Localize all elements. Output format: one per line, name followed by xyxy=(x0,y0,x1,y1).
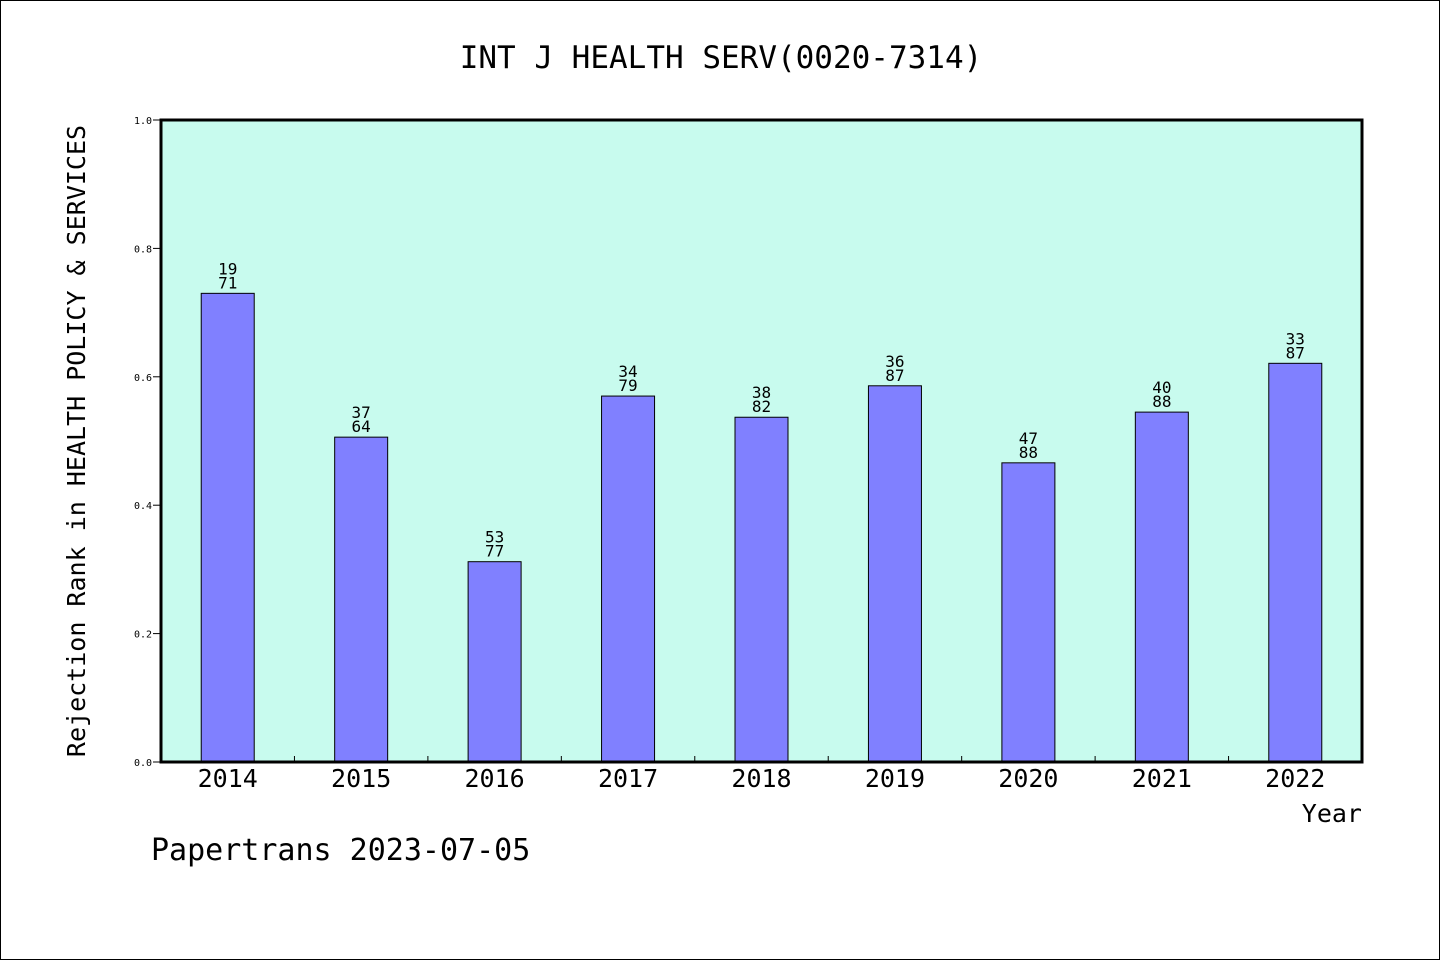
bar-label-bottom: 79 xyxy=(618,376,637,395)
bar-2017 xyxy=(601,395,656,763)
bar-label-top: 38 xyxy=(752,383,771,402)
bar-label-bottom: 87 xyxy=(885,366,904,385)
bar-label-top: 37 xyxy=(352,403,371,422)
bar-2019 xyxy=(867,385,922,763)
y-tick-label: 0.4 xyxy=(134,501,152,512)
y-tick-label: 0.8 xyxy=(134,244,152,255)
footer-caption: Papertrans 2023-07-05 xyxy=(151,833,531,868)
chart-title: INT J HEALTH SERV(0020-7314) xyxy=(460,40,983,76)
x-tick-label: 2014 xyxy=(198,764,258,793)
bar-2021 xyxy=(1134,411,1189,763)
bar-label-bottom: 71 xyxy=(218,273,237,292)
y-axis-label: Rejection Rank in HEALTH POLICY & SERVIC… xyxy=(62,125,91,757)
bar-label-top: 34 xyxy=(618,362,637,381)
y-tick-label: 1.0 xyxy=(134,116,152,127)
x-tick-label: 2015 xyxy=(331,764,391,793)
bar-label-top: 53 xyxy=(485,528,504,547)
y-tick-label: 0.6 xyxy=(134,373,152,384)
x-tick-label: 2022 xyxy=(1265,764,1325,793)
bar-label-bottom: 88 xyxy=(1152,392,1171,411)
x-tick-label: 2017 xyxy=(598,764,658,793)
bar-label-top: 36 xyxy=(885,352,904,371)
plot-frame xyxy=(159,118,1364,764)
bar-label-bottom: 88 xyxy=(1019,443,1038,462)
bar-2014 xyxy=(200,292,255,763)
x-tick-label: 2020 xyxy=(998,764,1058,793)
bar-label-top: 40 xyxy=(1152,378,1171,397)
bar-2022 xyxy=(1268,362,1323,763)
bar-label-top: 19 xyxy=(218,259,237,278)
bar-2018 xyxy=(734,416,789,763)
bar-label-bottom: 87 xyxy=(1286,343,1305,362)
bar-label-top: 47 xyxy=(1019,429,1038,448)
bar-2020 xyxy=(1001,462,1056,763)
x-axis-label: Year xyxy=(1302,799,1362,828)
bar-label-bottom: 77 xyxy=(485,542,504,561)
x-tick-label: 2019 xyxy=(865,764,925,793)
y-tick-label: 0.0 xyxy=(134,758,152,769)
bar-label-bottom: 64 xyxy=(352,417,371,436)
bar-label-top: 33 xyxy=(1286,329,1305,348)
bar-label-bottom: 82 xyxy=(752,397,771,416)
x-tick-label: 2016 xyxy=(465,764,525,793)
y-tick-label: 0.2 xyxy=(134,630,152,641)
x-tick-label: 2021 xyxy=(1132,764,1192,793)
bar-2016 xyxy=(467,561,522,763)
x-tick-label: 2018 xyxy=(731,764,791,793)
bar-2015 xyxy=(334,436,389,763)
